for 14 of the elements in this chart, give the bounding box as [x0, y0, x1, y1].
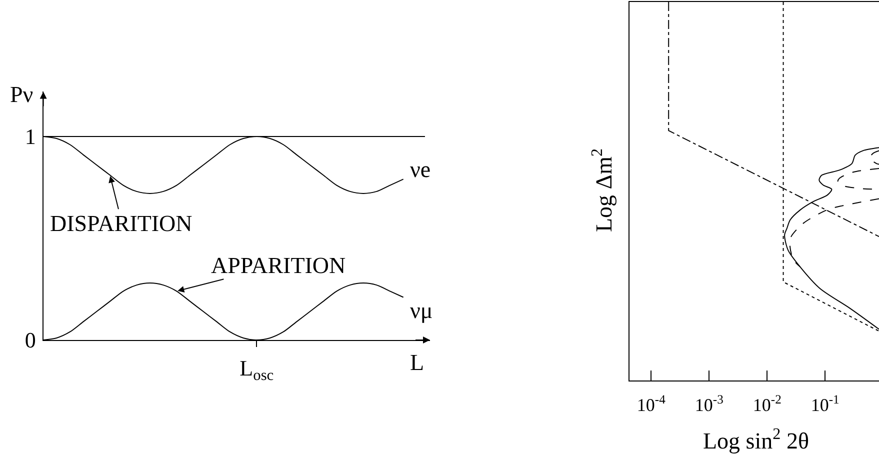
x-tick-label: 10$^{-4}$: [636, 392, 666, 415]
x-axis-title: L: [410, 350, 424, 375]
series-label: νe: [410, 157, 431, 182]
y-tick-label: 1: [24, 124, 36, 150]
x-tick-label: 10$^{-3}$: [694, 392, 724, 415]
annotation: APPARITION: [211, 253, 346, 278]
series-label: νμ: [410, 298, 433, 323]
x-tick-label: L$_{osc}$: [240, 355, 274, 384]
x-axis-title: Log sin$^{2}$ 2θ: [703, 426, 809, 454]
y-tick-label: 0: [24, 328, 36, 353]
x-tick-label: 10$^{-2}$: [752, 392, 782, 415]
annotation: DISPARITION: [50, 211, 193, 236]
y-axis-title: Pν: [10, 82, 34, 107]
x-tick-label: 10$^{-1}$: [810, 392, 840, 415]
